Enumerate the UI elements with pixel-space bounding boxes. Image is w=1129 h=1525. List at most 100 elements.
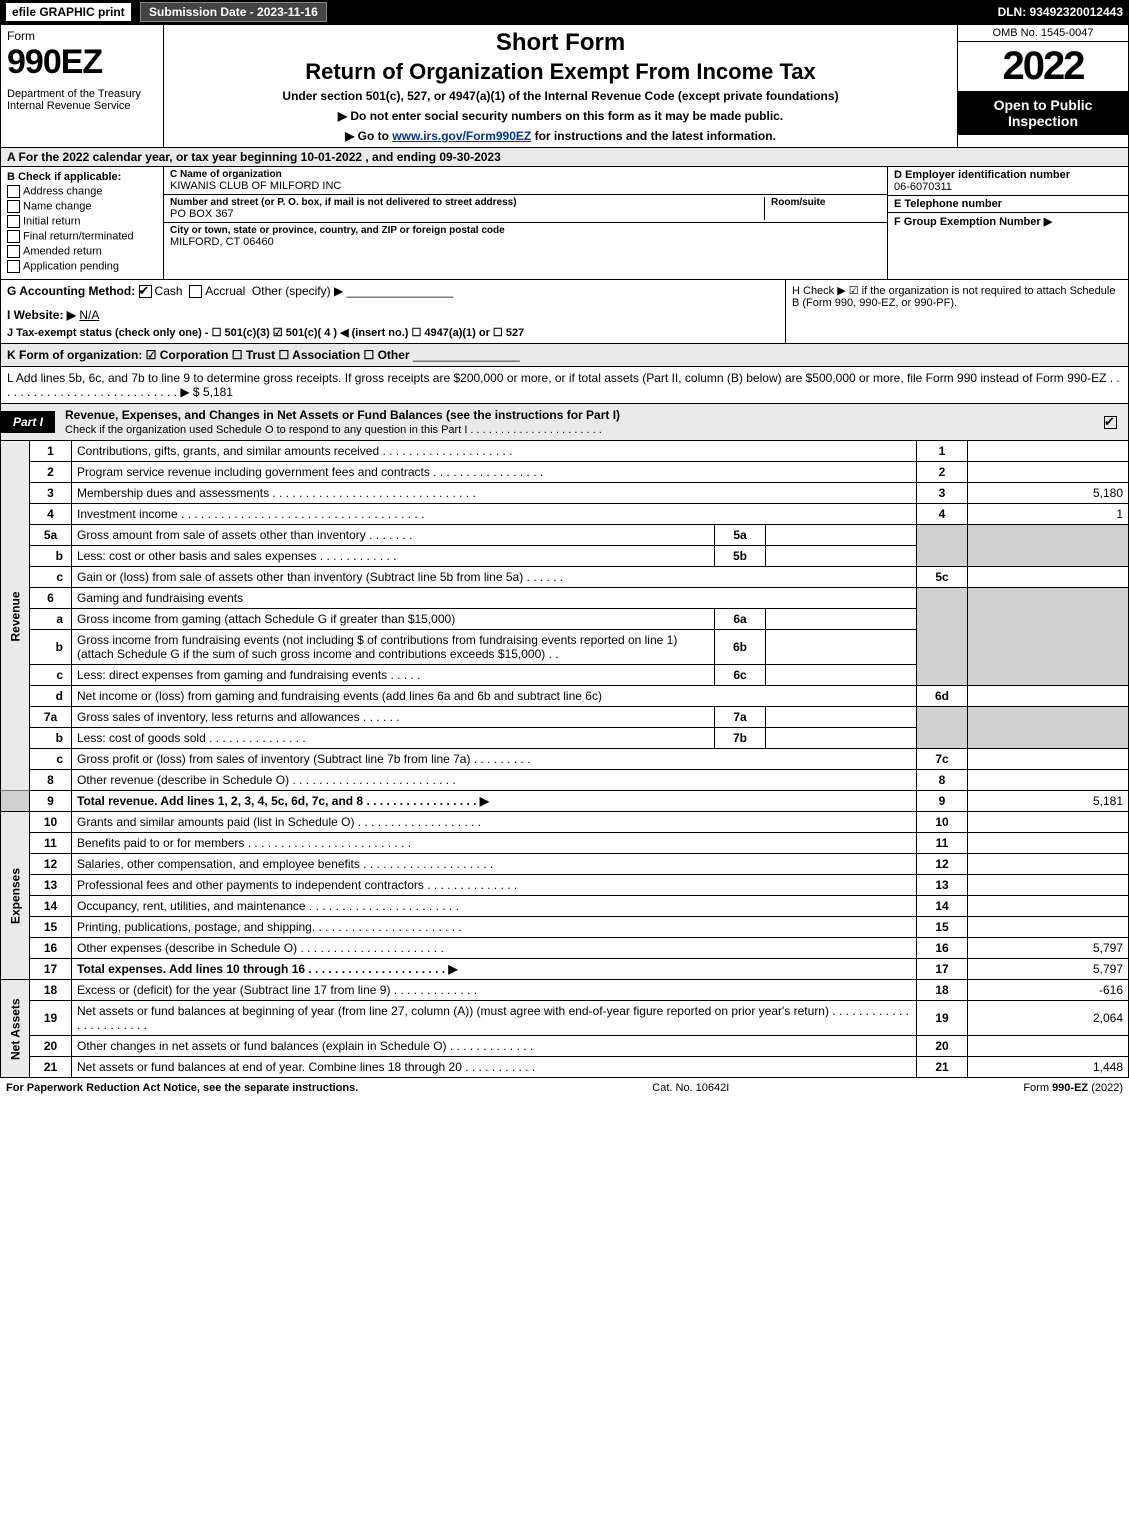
line-18-desc: Excess or (deficit) for the year (Subtra…: [72, 980, 917, 1001]
ein-label: D Employer identification number: [894, 169, 1122, 181]
line-7a-mini: 7a: [715, 707, 766, 728]
side-expenses: Expenses: [1, 812, 30, 980]
irs-link[interactable]: www.irs.gov/Form990EZ: [392, 129, 531, 143]
chk-final-return[interactable]: Final return/terminated: [7, 230, 157, 243]
line-11-num: 11: [30, 833, 72, 854]
line-5a-num: 5a: [30, 525, 72, 546]
line-6a-desc: Gross income from gaming (attach Schedul…: [72, 609, 715, 630]
line-6b-num: b: [30, 630, 72, 665]
footer: For Paperwork Reduction Act Notice, see …: [0, 1078, 1129, 1098]
part-i-checkbox[interactable]: [1096, 415, 1128, 429]
line-5b-desc: Less: cost or other basis and sales expe…: [72, 546, 715, 567]
form-number: 990EZ: [7, 43, 157, 82]
efile-label[interactable]: efile GRAPHIC print: [6, 3, 131, 21]
line-6c-minival: [766, 665, 917, 686]
row-g: G Accounting Method: Cash Accrual Other …: [1, 280, 785, 343]
grey-5ab-val: [968, 525, 1129, 567]
header-center: Short Form Return of Organization Exempt…: [164, 25, 957, 147]
line-8-num: 8: [30, 770, 72, 791]
col-c-org-details: C Name of organization KIWANIS CLUB OF M…: [164, 167, 887, 279]
tax-year: 2022: [958, 42, 1128, 91]
org-name: KIWANIS CLUB OF MILFORD INC: [170, 180, 881, 192]
line-7b-num: b: [30, 728, 72, 749]
line-21-rnum: 21: [917, 1057, 968, 1078]
line-9-num: 9: [30, 791, 72, 812]
chk-cash[interactable]: [139, 285, 152, 298]
line-13-num: 13: [30, 875, 72, 896]
top-bar-left: efile GRAPHIC print Submission Date - 20…: [0, 5, 333, 19]
line-1-val: [968, 441, 1129, 462]
row-h: H Check ▶ ☑ if the organization is not r…: [785, 280, 1128, 343]
short-form-title: Short Form: [174, 29, 947, 57]
line-6b-minival: [766, 630, 917, 665]
line-4-val: 1: [968, 504, 1129, 525]
submission-date-button[interactable]: Submission Date - 2023-11-16: [140, 2, 327, 22]
line-5c-num: c: [30, 567, 72, 588]
chk-application-pending[interactable]: Application pending: [7, 260, 157, 273]
side-net-assets: Net Assets: [1, 980, 30, 1078]
org-street: PO BOX 367: [170, 208, 764, 220]
phone-block: E Telephone number: [888, 196, 1128, 213]
line-18-val: -616: [968, 980, 1129, 1001]
line-6-num: 6: [30, 588, 72, 609]
group-exemption-label: F Group Exemption Number ▶: [894, 215, 1122, 228]
website-value: N/A: [79, 308, 99, 322]
form-label: Form: [7, 29, 157, 43]
grey-6abc-val: [968, 588, 1129, 686]
side-revenue: Revenue: [1, 441, 30, 791]
chk-name-change[interactable]: Name change: [7, 200, 157, 213]
side-blank-9: [1, 791, 30, 812]
line-6c-desc: Less: direct expenses from gaming and fu…: [72, 665, 715, 686]
omb-number: OMB No. 1545-0047: [958, 25, 1128, 42]
col-def: D Employer identification number 06-6070…: [887, 167, 1128, 279]
line-7a-minival: [766, 707, 917, 728]
line-7b-desc: Less: cost of goods sold . . . . . . . .…: [72, 728, 715, 749]
line-14-val: [968, 896, 1129, 917]
line-19-rnum: 19: [917, 1001, 968, 1036]
line-17-num: 17: [30, 959, 72, 980]
ein-block: D Employer identification number 06-6070…: [888, 167, 1128, 196]
row-k: K Form of organization: ☑ Corporation ☐ …: [0, 344, 1129, 367]
line-6d-desc: Net income or (loss) from gaming and fun…: [72, 686, 917, 707]
chk-initial-return[interactable]: Initial return: [7, 215, 157, 228]
instruction-ssn: ▶ Do not enter social security numbers o…: [174, 109, 947, 123]
line-19-val: 2,064: [968, 1001, 1129, 1036]
form-title: Return of Organization Exempt From Incom…: [174, 59, 947, 85]
line-1-num: 1: [30, 441, 72, 462]
line-4-desc: Investment income . . . . . . . . . . . …: [72, 504, 917, 525]
row-l: L Add lines 5b, 6c, and 7b to line 9 to …: [0, 367, 1129, 404]
line-3-rnum: 3: [917, 483, 968, 504]
part-i-title: Revenue, Expenses, and Changes in Net As…: [65, 404, 1096, 440]
header: Form 990EZ Department of the Treasury In…: [0, 24, 1129, 148]
chk-address-change[interactable]: Address change: [7, 185, 157, 198]
city-label: City or town, state or province, country…: [170, 225, 881, 236]
line-18-rnum: 18: [917, 980, 968, 1001]
line-16-desc: Other expenses (describe in Schedule O) …: [72, 938, 917, 959]
line-4-num: 4: [30, 504, 72, 525]
org-city: MILFORD, CT 06460: [170, 236, 881, 248]
line-12-desc: Salaries, other compensation, and employ…: [72, 854, 917, 875]
line-6d-num: d: [30, 686, 72, 707]
line-2-val: [968, 462, 1129, 483]
line-8-desc: Other revenue (describe in Schedule O) .…: [72, 770, 917, 791]
line-11-rnum: 11: [917, 833, 968, 854]
line-20-num: 20: [30, 1036, 72, 1057]
line-6d-val: [968, 686, 1129, 707]
line-20-val: [968, 1036, 1129, 1057]
line-9-rnum: 9: [917, 791, 968, 812]
part-i-tab: Part I: [1, 411, 55, 433]
line-3-val: 5,180: [968, 483, 1129, 504]
line-16-num: 16: [30, 938, 72, 959]
org-street-block: Number and street (or P. O. box, if mail…: [164, 195, 887, 223]
open-to-public: Open to Public Inspection: [958, 91, 1128, 135]
line-6d-rnum: 6d: [917, 686, 968, 707]
chk-amended-return[interactable]: Amended return: [7, 245, 157, 258]
line-14-rnum: 14: [917, 896, 968, 917]
room-label: Room/suite: [771, 197, 881, 208]
line-6b-mini: 6b: [715, 630, 766, 665]
line-2-num: 2: [30, 462, 72, 483]
line-13-rnum: 13: [917, 875, 968, 896]
header-right: OMB No. 1545-0047 2022 Open to Public In…: [957, 25, 1128, 147]
chk-accrual[interactable]: [189, 285, 202, 298]
dept-label: Department of the Treasury Internal Reve…: [7, 88, 157, 112]
